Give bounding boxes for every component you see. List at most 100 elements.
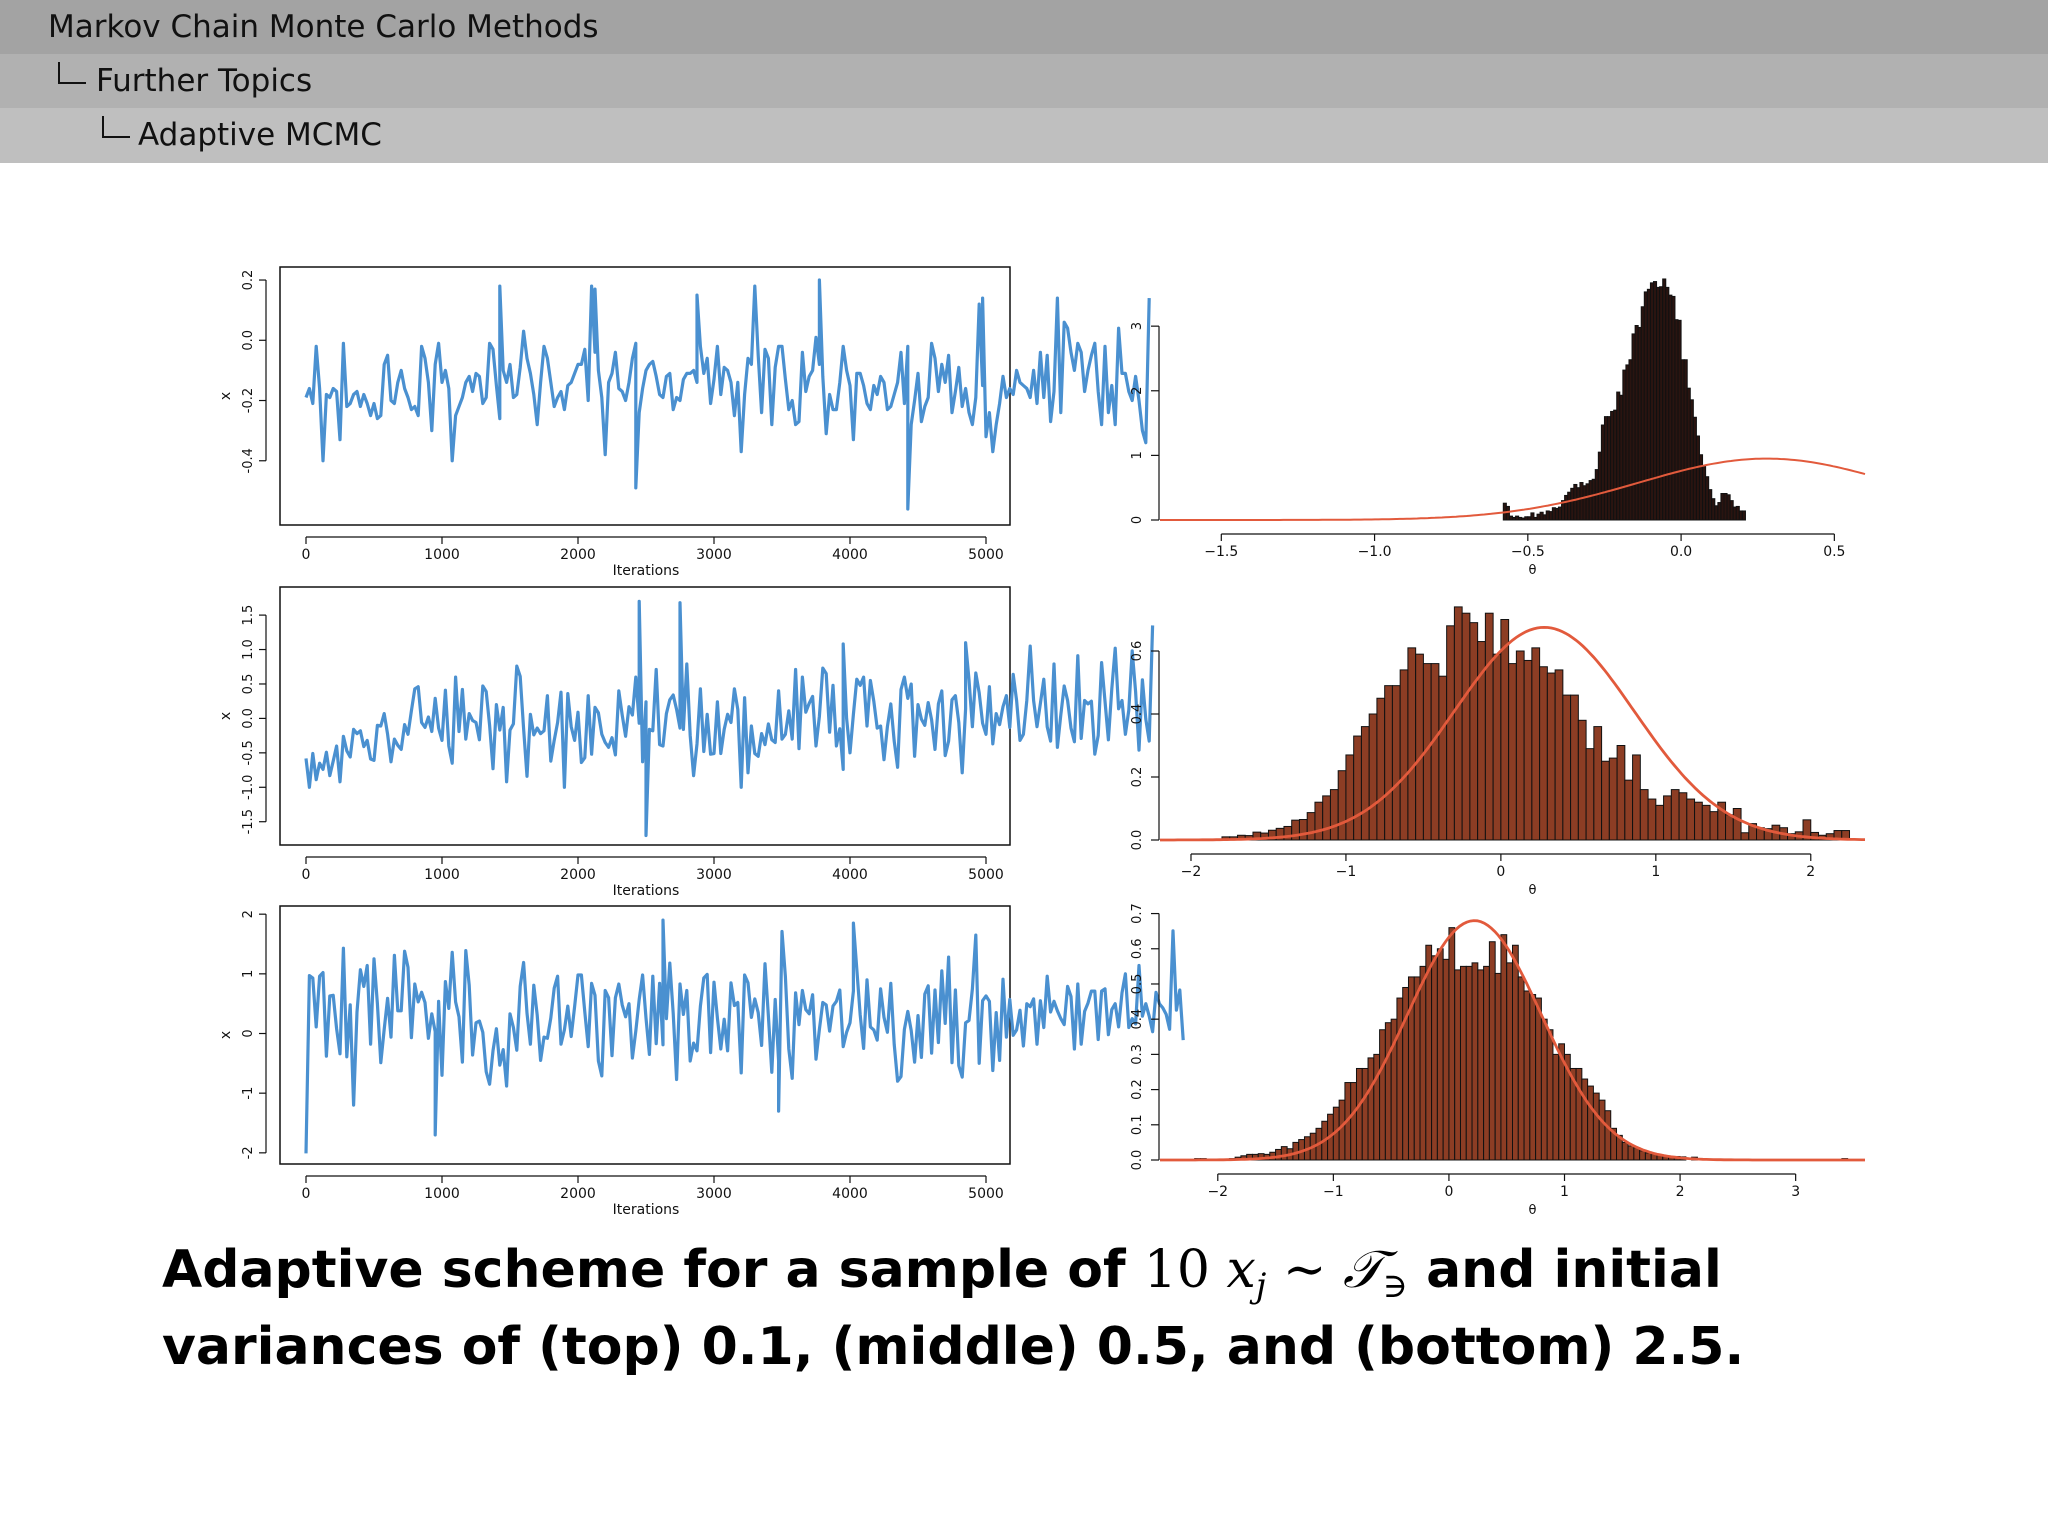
y-tick-label: 1.5 [241,605,256,626]
histogram-bar [1454,969,1461,1161]
histogram-bar [1535,997,1542,1161]
histogram-bar [1483,965,1490,1161]
y-tick-label: 0.0 [241,708,256,729]
histogram-bar [1624,779,1634,841]
histogram-bar [1701,804,1711,841]
trace-panel-0: 0 1000 2000 3000 4000 5000 Iterations -0.4 -0.2 0… [218,266,1151,579]
histogram-bar [1384,1022,1392,1161]
histogram-bar [1506,962,1513,1161]
histogram-bar [1399,669,1409,841]
x-tick-label: 1 [1651,864,1660,880]
y-tick-label: 0.2 [1130,1079,1145,1100]
x-axis-label: Iterations [613,883,680,899]
histogram-bar [1419,965,1427,1161]
histogram-bar [1350,1082,1357,1161]
x-tick-label: 0 [302,867,311,883]
x-tick-label: 4000 [832,867,868,883]
histogram-bar [1740,832,1750,841]
x-tick-label: 0 [302,1186,311,1202]
histogram-bar [1552,1053,1560,1161]
histogram-bar [1505,505,1510,521]
x-tick-label: 2000 [560,867,596,883]
histogram-bar [1587,1085,1594,1161]
header-section-title: Markov Chain Monte Carlo Methods [48,9,599,45]
caption-text-1: Adaptive scheme for a sample of [162,1240,1126,1300]
histogram-bar [1670,789,1680,841]
histogram-panel-0: −1.5 −1.0 −0.5 0.0 0.5 θ 0 1 2 3 [1130,278,1866,578]
histogram-bar [1338,1099,1346,1161]
histogram-bar [1367,1057,1375,1161]
histogram-bar [1562,694,1572,841]
histogram-bar [1608,757,1618,841]
histogram-bar [1512,944,1519,1161]
y-tick-label: 0.5 [241,674,256,695]
caption-math-j: j [1255,1266,1267,1306]
density-curve [1160,919,1865,1162]
caption-text-2: and initial [1426,1240,1722,1300]
histogram-bar [1725,814,1734,841]
trace-frame [279,905,1011,1165]
histogram-panel-1: −2 −1 0 1 2 θ 0.0 0.2 0.4 0.6 [1130,606,1865,898]
tree-corner-icon [58,62,86,84]
y-axis-label: x [218,392,234,400]
y-tick-label: 0.0 [241,330,256,351]
histogram-bar [1469,622,1479,841]
y-axis-label: x [218,712,234,720]
histogram-bar [1593,726,1603,841]
histogram-bar [1515,650,1525,841]
x-tick-label: 3000 [696,547,732,563]
histogram-bar [1461,612,1471,841]
x-tick-label: 2000 [560,1186,596,1202]
histogram-bar [1632,754,1641,841]
x-axis-label: Iterations [613,1202,680,1218]
histogram-bar [1531,647,1541,841]
y-tick-label: -1 [241,1087,256,1100]
histogram-bar [1384,685,1393,841]
histogram-bar [1471,962,1479,1161]
histogram-bar [1337,770,1347,841]
histogram-bar [1391,685,1401,841]
caption-math-x: x [1226,1240,1256,1300]
caption-math-sub: ∋ [1382,1266,1408,1306]
x-tick-label: 0.0 [1670,544,1692,560]
histogram-bar [1523,990,1531,1161]
histogram-bar [1459,965,1467,1161]
histogram-bar [1360,726,1370,841]
histogram-bar [1517,976,1525,1161]
y-tick-label: 0.0 [1130,830,1145,851]
x-tick-label: 3000 [696,867,732,883]
histogram-bar [1322,795,1331,841]
histogram-panel-2: −2 −1 0 1 2 3 θ 0.0 0.1 0.2 0.3 0.4 0.5 0.6 0.7 [1130,903,1865,1218]
x-tick-label: −2 [1207,1184,1228,1200]
header-subsection-title: Further Topics [96,63,313,99]
y-tick-label: 0.5 [1130,974,1145,995]
x-tick-label: 2 [1806,864,1815,880]
histogram-bar [1280,1146,1288,1161]
histogram-bar [1598,1099,1606,1161]
x-tick-label: 0 [302,547,311,563]
histogram-bar [1604,1110,1612,1161]
x-axis-label: θ [1529,883,1537,898]
x-axis-label: Iterations [613,563,680,579]
tree-corner-icon [102,116,130,138]
x-tick-label: 0 [1444,1184,1453,1200]
histogram-bar [1314,801,1324,841]
histogram-bar [1448,927,1456,1161]
x-tick-label: 4000 [832,1186,868,1202]
header-subsubsection-bar: Adaptive MCMC [0,108,2048,163]
y-tick-label: 0.2 [1130,767,1145,788]
histogram-bar [1396,997,1404,1161]
histogram-bar [1741,510,1746,521]
x-tick-label: 3000 [696,1186,732,1202]
trace-series-line [304,278,1151,511]
y-tick-label: 0.4 [1130,704,1145,725]
histogram-bar [1540,1018,1548,1161]
x-tick-label: 1 [1560,1184,1569,1200]
y-axis-label: x [218,1031,234,1039]
histogram-bar [1585,748,1595,841]
histogram-bar [1329,789,1339,841]
histogram-bar [1373,1053,1381,1161]
y-tick-label: 0.0 [1130,1150,1145,1171]
x-tick-label: 4000 [832,547,868,563]
x-tick-label: 1000 [424,1186,460,1202]
